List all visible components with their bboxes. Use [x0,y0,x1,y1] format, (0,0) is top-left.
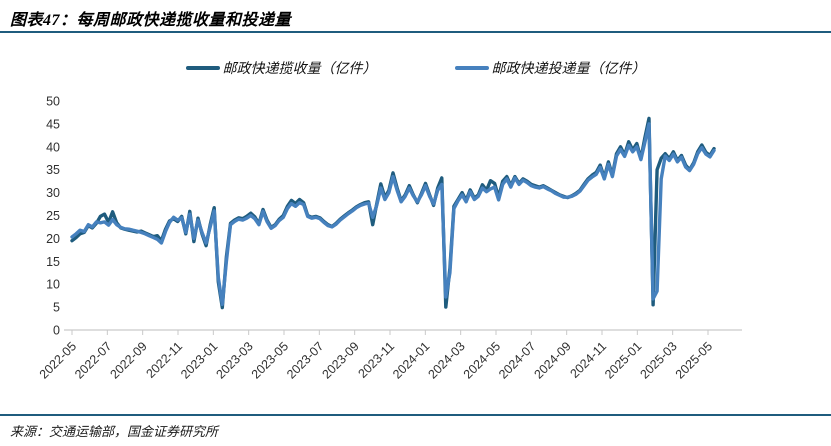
x-tick-label: 2022-05 [37,339,79,381]
collection-line [70,116,716,310]
y-tick-label: 5 [53,301,60,315]
source-note: 来源：交通运输部，国金证券研究所 [10,424,219,439]
x-tick-label: 2024-01 [390,339,432,381]
x-tick-label: 2025-05 [673,339,715,381]
y-tick-label: 50 [46,95,60,109]
y-tick-label: 30 [46,186,60,200]
chart-legend: 邮政快递揽收量（亿件） 邮政快递投递量（亿件） [0,58,831,78]
y-tick-label: 40 [46,140,60,154]
x-tick-label: 2025-01 [602,339,644,381]
legend-item-collection: 邮政快递揽收量（亿件） [185,58,377,78]
x-tick-label: 2023-11 [355,339,397,381]
x-tick-label: 2024-07 [496,339,538,381]
x-tick-label: 2022-09 [107,339,149,381]
x-tick-label: 2023-03 [213,339,255,381]
delivery-line [70,122,716,307]
delivery-legend-label: 邮政快递投递量（亿件） [491,62,646,77]
x-tick-label: 2024-09 [531,339,573,381]
footer-rule [0,414,831,416]
x-tick-label: 2023-09 [319,339,361,381]
x-tick-label: 2022-11 [143,339,185,381]
x-tick-label: 2023-07 [284,339,326,381]
collection-legend-label: 邮政快递揽收量（亿件） [222,62,377,77]
x-tick-label: 2025-03 [637,339,679,381]
x-tick-label: 2023-05 [249,339,291,381]
y-tick-label: 20 [46,232,60,246]
x-tick-label: 2024-05 [461,339,503,381]
x-tick-label: 2024-11 [567,339,609,381]
x-tick-label: 2022-07 [72,339,114,381]
x-tick-label: 2023-01 [178,339,220,381]
y-tick-label: 25 [46,209,60,223]
y-tick-label: 45 [46,117,60,131]
y-tick-label: 35 [46,163,60,177]
legend-item-delivery: 邮政快递投递量（亿件） [454,58,646,78]
title-rule [0,31,831,33]
x-tick-label: 2024-03 [425,339,467,381]
delivery-line-swatch [454,66,489,70]
y-tick-label: 10 [46,278,60,292]
y-tick-label: 15 [46,255,60,269]
figure-title: 图表47：每周邮政快递揽收量和投递量 [10,12,292,29]
collection-line-swatch [185,66,220,70]
y-tick-label: 0 [53,324,60,338]
